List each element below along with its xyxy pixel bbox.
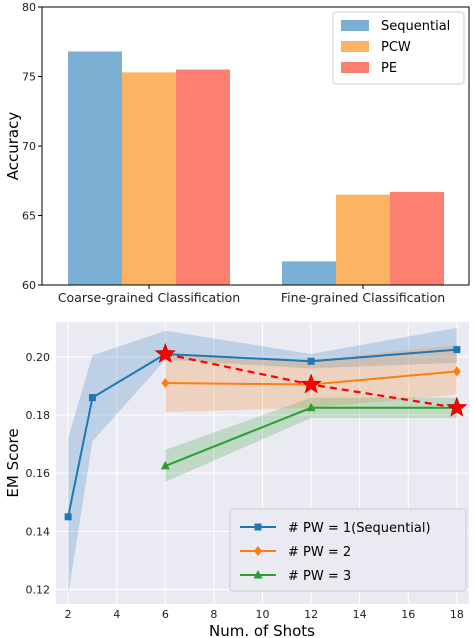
line-x-tick-label: 4 [113, 608, 120, 621]
line-x-tick-label: 6 [162, 608, 169, 621]
line-series-group [64, 342, 468, 521]
line-x-tick-label: 8 [210, 608, 217, 621]
point-series-2 [306, 402, 316, 412]
line-y-axis-label: EM Score [4, 428, 22, 497]
band-series-0 [68, 327, 457, 596]
bar-pe-1 [390, 191, 444, 285]
line-y-tick-label: 0.12 [26, 583, 51, 596]
bar-y-tick-label: 60 [22, 279, 36, 292]
point-series-2 [160, 460, 170, 470]
point-series-0 [88, 394, 96, 402]
line-chart: 0.12 0.14 0.16 0.18 0.20 2 4 6 8 10 12 14 16 18 Num.… [4, 322, 469, 638]
line-x-axis-label: Num. of Shots [209, 622, 315, 638]
line-legend-marker [254, 546, 262, 556]
line-y-ticks: 0.12 0.14 0.16 0.18 0.20 [26, 351, 51, 597]
line-legend-marker [253, 570, 263, 579]
highlight-star [154, 342, 176, 363]
line-x-tick-label: 12 [304, 608, 318, 621]
line-legend-marker [254, 523, 262, 531]
bar-x-tick-label: Fine-grained Classification [281, 290, 445, 305]
bar-y-tick-label: 75 [22, 71, 36, 84]
bar-legend-swatch [341, 62, 369, 73]
point-series-0 [453, 346, 461, 354]
bar-pcw-1 [336, 194, 390, 285]
band-series-2 [165, 397, 457, 482]
line-x-tick-label: 14 [353, 608, 367, 621]
line-x-tick-label: 16 [401, 608, 415, 621]
bar-series-group [68, 51, 444, 286]
highlight-star [446, 396, 468, 417]
line-legend-label: # PW = 3 [288, 569, 351, 584]
bar-legend-label: Sequential [381, 19, 450, 34]
bar-legend-label: PE [381, 61, 397, 76]
line-legend: # PW = 1(Sequential) # PW = 2 # PW = 3 [229, 508, 467, 592]
line-legend-label: # PW = 1(Sequential) [288, 521, 431, 536]
line-x-ticks: 2 4 6 8 10 12 14 16 18 [65, 608, 464, 621]
bar-x-ticks: Coarse-grained Classification Fine-graine… [58, 285, 445, 305]
bar-y-axis-label: Accuracy [4, 112, 22, 181]
bar-chart: 60 65 70 75 80 Coarse-grained Classification… [4, 1, 470, 305]
bar-y-tick-label: 70 [22, 140, 36, 153]
line-legend-box [229, 508, 467, 592]
point-series-0 [64, 513, 72, 521]
bar-pcw-0 [122, 72, 176, 285]
bar-legend: Sequential PCW PE [332, 11, 465, 85]
point-series-1 [452, 366, 461, 377]
bar-legend-swatch [341, 20, 369, 31]
highlight-star [300, 373, 322, 394]
bar-legend-swatch [341, 41, 369, 52]
bar-sequential-1 [282, 261, 336, 285]
line-legend-label: # PW = 2 [288, 545, 351, 560]
line-x-tick-label: 2 [65, 608, 72, 621]
bar-y-tick-label: 65 [22, 210, 36, 223]
line-y-tick-label: 0.14 [26, 525, 51, 538]
line-x-tick-label: 10 [256, 608, 270, 621]
line-y-tick-label: 0.18 [26, 409, 51, 422]
bar-y-tick-label: 80 [22, 1, 36, 14]
line-y-tick-label: 0.20 [26, 351, 51, 364]
point-series-1 [161, 378, 170, 389]
line-y-tick-label: 0.16 [26, 467, 51, 480]
point-series-0 [307, 357, 315, 365]
bar-x-tick-label: Coarse-grained Classification [58, 290, 240, 305]
bar-y-ticks: 60 65 70 75 80 [22, 1, 42, 292]
bar-pe-0 [176, 69, 230, 285]
bar-legend-label: PCW [381, 40, 411, 55]
line-x-tick-label: 18 [450, 608, 464, 621]
bar-sequential-0 [68, 51, 122, 286]
